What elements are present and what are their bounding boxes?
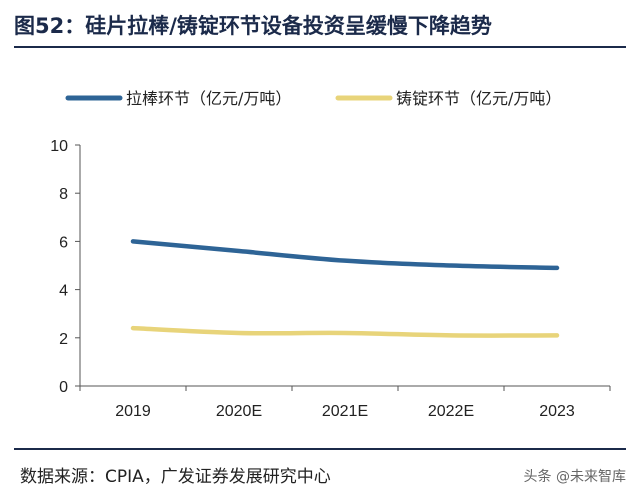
- title-divider: [14, 46, 626, 48]
- x-tick-label: 2021E: [322, 403, 368, 420]
- y-tick-label: 2: [59, 331, 68, 348]
- legend-label: 铸锭环节（亿元/万吨）: [396, 89, 561, 108]
- y-tick-label: 10: [50, 138, 68, 155]
- data-point: [131, 239, 135, 243]
- legend-label: 拉棒环节（亿元/万吨）: [126, 89, 291, 108]
- watermark: 头条 @未来智库: [523, 469, 626, 485]
- data-point: [343, 331, 347, 335]
- y-tick-label: 6: [59, 234, 68, 251]
- data-point: [237, 249, 241, 253]
- series-line-1: [130, 239, 560, 271]
- footer-divider: [14, 448, 626, 450]
- data-point: [237, 331, 241, 335]
- y-tick-label: 8: [59, 186, 68, 203]
- data-point: [555, 333, 559, 337]
- y-tick-label: 4: [59, 283, 68, 300]
- y-tick-label: 0: [59, 379, 68, 396]
- data-point: [555, 266, 559, 270]
- data-point: [449, 333, 453, 337]
- x-tick-label: 2023: [539, 403, 575, 420]
- x-tick-label: 2019: [115, 403, 151, 420]
- x-tick-label: 2022E: [428, 403, 474, 420]
- x-tick-label: 2020E: [216, 403, 262, 420]
- data-point: [449, 264, 453, 267]
- source-note: 数据来源：CPIA，广发证券发展研究中心: [20, 467, 331, 487]
- data-point: [131, 326, 135, 330]
- chart-title: 图52：硅片拉棒/铸锭环节设备投资呈缓慢下降趋势: [14, 14, 492, 38]
- data-point: [343, 259, 347, 263]
